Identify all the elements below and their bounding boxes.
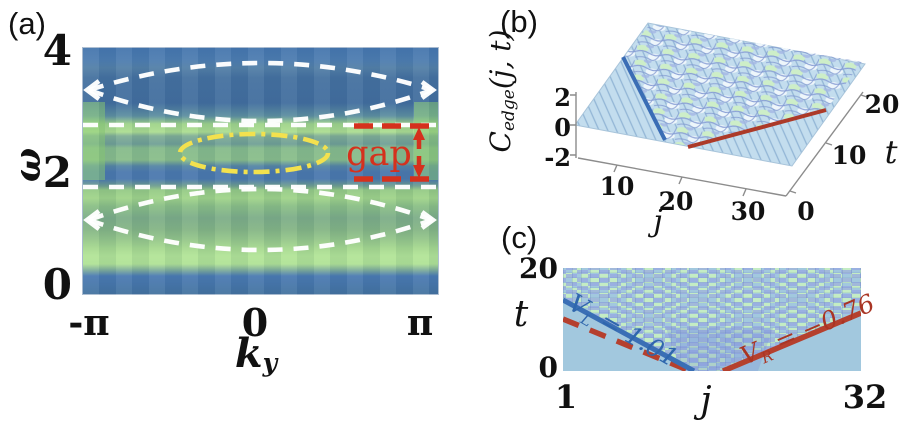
panel-a-ytick-4: 4	[42, 26, 72, 75]
gapless-point-ellipse	[177, 131, 331, 175]
panel-b-zlabel-base: C	[484, 131, 517, 153]
panel-b-ttick-20: 20	[864, 90, 900, 119]
panel-b-z-axis-label: Cedge(j, t)	[484, 16, 520, 166]
panel-b-j-axis-label: j	[653, 204, 663, 239]
panel-b-ztick-2: 2	[554, 83, 571, 112]
right-edge-trajectory-line	[687, 108, 827, 149]
panel-a-y-axis-label: ω	[7, 147, 49, 183]
panel-b-ztick-neg2: -2	[544, 143, 571, 172]
vr-guide-dashed-line	[563, 316, 692, 371]
panel-c-overlay	[563, 297, 861, 371]
panel-c-ytick-20: 20	[519, 252, 558, 285]
band-edge-curve	[88, 186, 433, 223]
panel-b-jtick-30: 30	[730, 197, 766, 226]
panel-b-surface-plot	[570, 22, 868, 197]
panel-b-zlabel-rest: (j, t)	[484, 29, 517, 90]
panel-b-jtick-10: 10	[599, 172, 635, 201]
panel-a-overlay: gap	[83, 60, 438, 253]
t-axis-ticks	[789, 94, 868, 194]
vr-line	[721, 310, 861, 371]
left-edge-trajectory-line	[621, 56, 667, 141]
gap-arrow-up-icon	[413, 127, 425, 140]
panel-c-y-axis-label: t	[513, 294, 529, 335]
panel-c-ytick-0: 0	[538, 351, 558, 384]
panel-a-label: (a)	[8, 6, 46, 41]
panel-a-xlabel-sub: y	[262, 348, 278, 378]
panel-a-xlabel-base: k	[234, 330, 263, 377]
panel-b-label: (b)	[500, 4, 538, 39]
panel-c-heatmap	[563, 268, 861, 371]
panel-c-label: (c)	[501, 220, 538, 255]
band-edge-curve	[88, 60, 433, 93]
panel-b-jtick-20: 20	[658, 187, 694, 216]
panel-a-xtick-negpi: -π	[68, 302, 110, 344]
panel-a-heatmap: gap	[82, 47, 439, 295]
band-edge-curve	[88, 217, 433, 253]
vl-line	[563, 297, 696, 371]
gap-arrow-down-icon	[413, 165, 425, 178]
band-edge-chevron	[420, 80, 437, 100]
band-edge-chevron	[420, 210, 437, 230]
j-axis-ticks	[613, 164, 747, 197]
panel-b-t-axis-label: t	[884, 133, 898, 171]
panel-a-ytick-0: 0	[42, 260, 72, 309]
panel-a-x-axis-label: ky	[224, 330, 288, 377]
panel-a-xtick-0: 0	[241, 300, 269, 345]
band-edge-chevron	[83, 209, 101, 231]
panel-b-ttick-0: 0	[797, 197, 815, 226]
panel-a-ytick-2: 2	[42, 148, 72, 197]
z-axis-ticks	[570, 94, 576, 156]
panel-c-xtick-1: 1	[554, 378, 578, 416]
t-axis	[785, 91, 864, 197]
panel-b-zlabel-sub: edge	[499, 89, 520, 132]
panel-a-xtick-pi: π	[406, 302, 434, 344]
gap-label: gap	[346, 134, 412, 174]
band-edge-chevron	[83, 79, 101, 101]
panel-c-xtick-32: 32	[842, 378, 888, 416]
panel-b-ttick-10: 10	[831, 141, 867, 170]
panel-c-x-axis-label: j	[700, 380, 712, 421]
panel-b-ztick-0: 0	[554, 113, 571, 142]
band-edge-curve	[88, 87, 433, 124]
